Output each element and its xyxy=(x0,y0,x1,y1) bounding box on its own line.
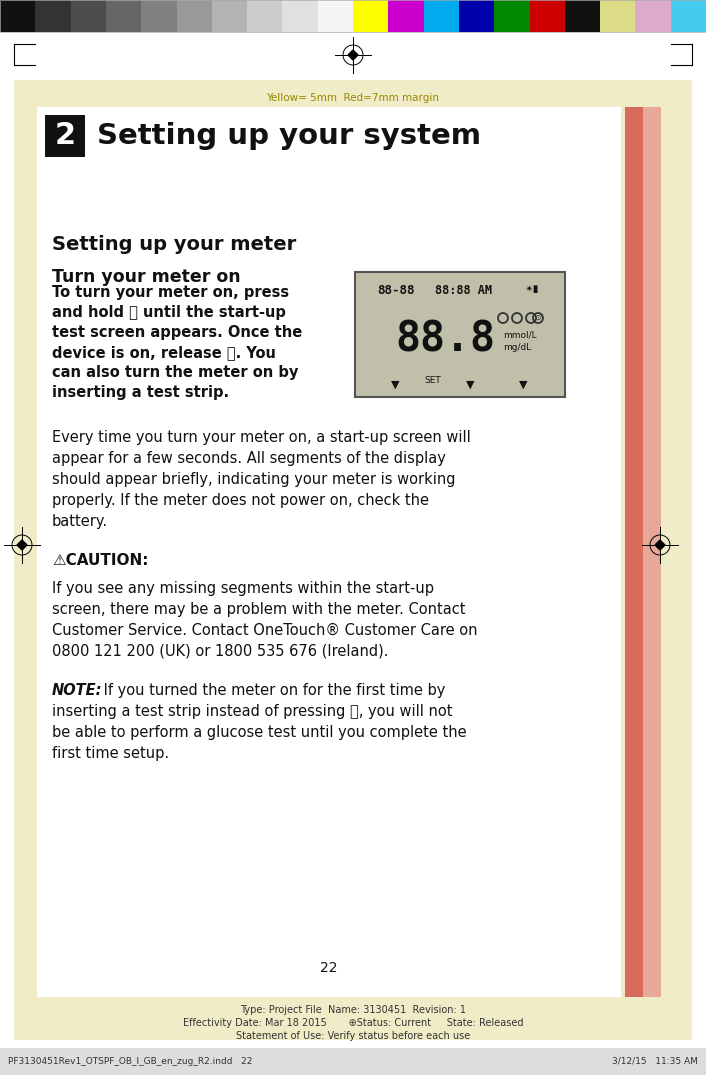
Polygon shape xyxy=(655,540,665,550)
Text: mmol/L: mmol/L xyxy=(503,330,537,339)
Bar xyxy=(71,0,106,32)
Text: 88.8: 88.8 xyxy=(395,319,495,361)
Text: Turn your meter on: Turn your meter on xyxy=(52,268,241,286)
Text: can also turn the meter on by: can also turn the meter on by xyxy=(52,366,299,379)
Text: PF3130451Rev1_OTSPF_OB_I_GB_en_zug_R2.indd   22: PF3130451Rev1_OTSPF_OB_I_GB_en_zug_R2.in… xyxy=(8,1057,252,1065)
Text: If you see any missing segments within the start-up: If you see any missing segments within t… xyxy=(52,580,434,596)
Bar xyxy=(106,0,141,32)
Text: ▼: ▼ xyxy=(519,379,527,390)
Bar xyxy=(424,0,459,32)
Text: mg/dL: mg/dL xyxy=(503,343,531,352)
Text: ✴▮: ✴▮ xyxy=(525,284,539,293)
Text: appear for a few seconds. All segments of the display: appear for a few seconds. All segments o… xyxy=(52,452,446,465)
Text: battery.: battery. xyxy=(52,514,108,529)
Text: ⊙: ⊙ xyxy=(534,314,542,322)
Bar xyxy=(643,108,661,997)
Text: 2: 2 xyxy=(54,121,76,151)
Bar xyxy=(282,0,318,32)
Bar xyxy=(494,0,530,32)
Bar xyxy=(635,0,671,32)
Bar xyxy=(247,0,282,32)
Text: device is on, release ⓞ. You: device is on, release ⓞ. You xyxy=(52,345,276,360)
Text: 88:88 AM: 88:88 AM xyxy=(435,284,492,297)
Text: Every time you turn your meter on, a start-up screen will: Every time you turn your meter on, a sta… xyxy=(52,430,471,445)
Text: inserting a test strip.: inserting a test strip. xyxy=(52,385,229,400)
Text: inserting a test strip instead of pressing ⓞ, you will not: inserting a test strip instead of pressi… xyxy=(52,704,453,719)
Bar xyxy=(0,0,706,32)
Bar xyxy=(45,115,85,157)
Bar xyxy=(353,0,388,32)
Bar xyxy=(600,0,635,32)
Bar xyxy=(212,0,247,32)
Bar xyxy=(141,0,176,32)
Text: screen, there may be a problem with the meter. Contact: screen, there may be a problem with the … xyxy=(52,602,465,617)
Text: first time setup.: first time setup. xyxy=(52,746,169,761)
Polygon shape xyxy=(348,51,358,60)
Text: Effectivity Date: Mar 18 2015       ⊕Status: Current     State: Released: Effectivity Date: Mar 18 2015 ⊕Status: C… xyxy=(183,1018,523,1028)
Bar xyxy=(459,0,494,32)
Text: Yellow= 5mm  Red=7mm margin: Yellow= 5mm Red=7mm margin xyxy=(266,94,440,103)
Text: If you turned the meter on for the first time by: If you turned the meter on for the first… xyxy=(99,683,445,698)
Bar xyxy=(355,272,565,397)
Text: Type: Project File  Name: 3130451  Revision: 1: Type: Project File Name: 3130451 Revisio… xyxy=(240,1005,466,1015)
Bar xyxy=(565,0,600,32)
Bar xyxy=(14,80,692,1040)
Text: ▼: ▼ xyxy=(390,379,400,390)
Bar xyxy=(0,1048,706,1075)
Text: 3/12/15   11:35 AM: 3/12/15 11:35 AM xyxy=(612,1057,698,1065)
Bar xyxy=(35,0,71,32)
Bar xyxy=(176,0,212,32)
Text: 22: 22 xyxy=(321,961,337,975)
Text: 88-88: 88-88 xyxy=(377,284,414,297)
Text: 0800 121 200 (UK) or 1800 535 676 (Ireland).: 0800 121 200 (UK) or 1800 535 676 (Irela… xyxy=(52,644,388,659)
Text: Customer Service. Contact OneTouch® Customer Care on: Customer Service. Contact OneTouch® Cust… xyxy=(52,624,477,637)
Text: be able to perform a glucose test until you complete the: be able to perform a glucose test until … xyxy=(52,725,467,740)
Text: and hold ⓞ until the start-up: and hold ⓞ until the start-up xyxy=(52,305,286,320)
Bar xyxy=(530,0,565,32)
Bar xyxy=(671,0,706,32)
Bar xyxy=(388,0,424,32)
Text: Statement of Use: Verify status before each use: Statement of Use: Verify status before e… xyxy=(236,1031,470,1041)
Text: ▼: ▼ xyxy=(466,379,474,390)
Bar xyxy=(318,0,353,32)
Text: Setting up your meter: Setting up your meter xyxy=(52,235,297,254)
Text: To turn your meter on, press: To turn your meter on, press xyxy=(52,285,289,300)
Text: properly. If the meter does not power on, check the: properly. If the meter does not power on… xyxy=(52,493,429,508)
Bar xyxy=(625,108,643,997)
Text: SET: SET xyxy=(424,376,441,385)
Text: Setting up your system: Setting up your system xyxy=(97,121,481,151)
Text: test screen appears. Once the: test screen appears. Once the xyxy=(52,325,302,340)
Bar xyxy=(0,0,35,32)
Polygon shape xyxy=(17,540,27,550)
Bar xyxy=(37,108,621,997)
Text: ⚠CAUTION:: ⚠CAUTION: xyxy=(52,553,148,568)
Text: NOTE:: NOTE: xyxy=(52,683,102,698)
Text: should appear briefly, indicating your meter is working: should appear briefly, indicating your m… xyxy=(52,472,455,487)
